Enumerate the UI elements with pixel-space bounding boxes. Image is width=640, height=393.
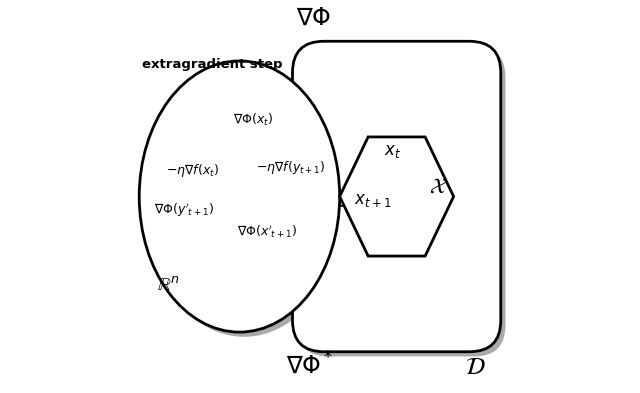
Ellipse shape <box>144 66 344 337</box>
Text: $\nabla\Phi^*$: $\nabla\Phi^*$ <box>286 352 334 379</box>
Text: $-\eta\nabla f(x_t)$: $-\eta\nabla f(x_t)$ <box>166 162 219 180</box>
Text: $-\eta\nabla f(y_{t+1})$: $-\eta\nabla f(y_{t+1})$ <box>256 158 325 176</box>
Text: $\mathcal{X}$: $\mathcal{X}$ <box>429 177 447 196</box>
Text: $x_t$: $x_t$ <box>384 142 401 160</box>
Text: $\nabla\Phi(y'_{t+1})$: $\nabla\Phi(y'_{t+1})$ <box>154 202 214 219</box>
Text: $\nabla\Phi(x'_{t+1})$: $\nabla\Phi(x'_{t+1})$ <box>237 224 297 240</box>
Text: $\mathbb{R}^n$: $\mathbb{R}^n$ <box>157 276 180 294</box>
Text: $\mathcal{D}$: $\mathcal{D}$ <box>465 355 486 380</box>
Text: $\nabla\Phi(x_t)$: $\nabla\Phi(x_t)$ <box>233 112 273 128</box>
Polygon shape <box>340 137 454 256</box>
FancyBboxPatch shape <box>297 46 506 356</box>
Text: extragradient step: extragradient step <box>141 58 282 72</box>
Ellipse shape <box>140 61 340 332</box>
FancyBboxPatch shape <box>292 41 500 352</box>
Text: $\nabla\Phi$: $\nabla\Phi$ <box>296 6 332 30</box>
Text: $x_{t+1}$: $x_{t+1}$ <box>355 191 392 209</box>
